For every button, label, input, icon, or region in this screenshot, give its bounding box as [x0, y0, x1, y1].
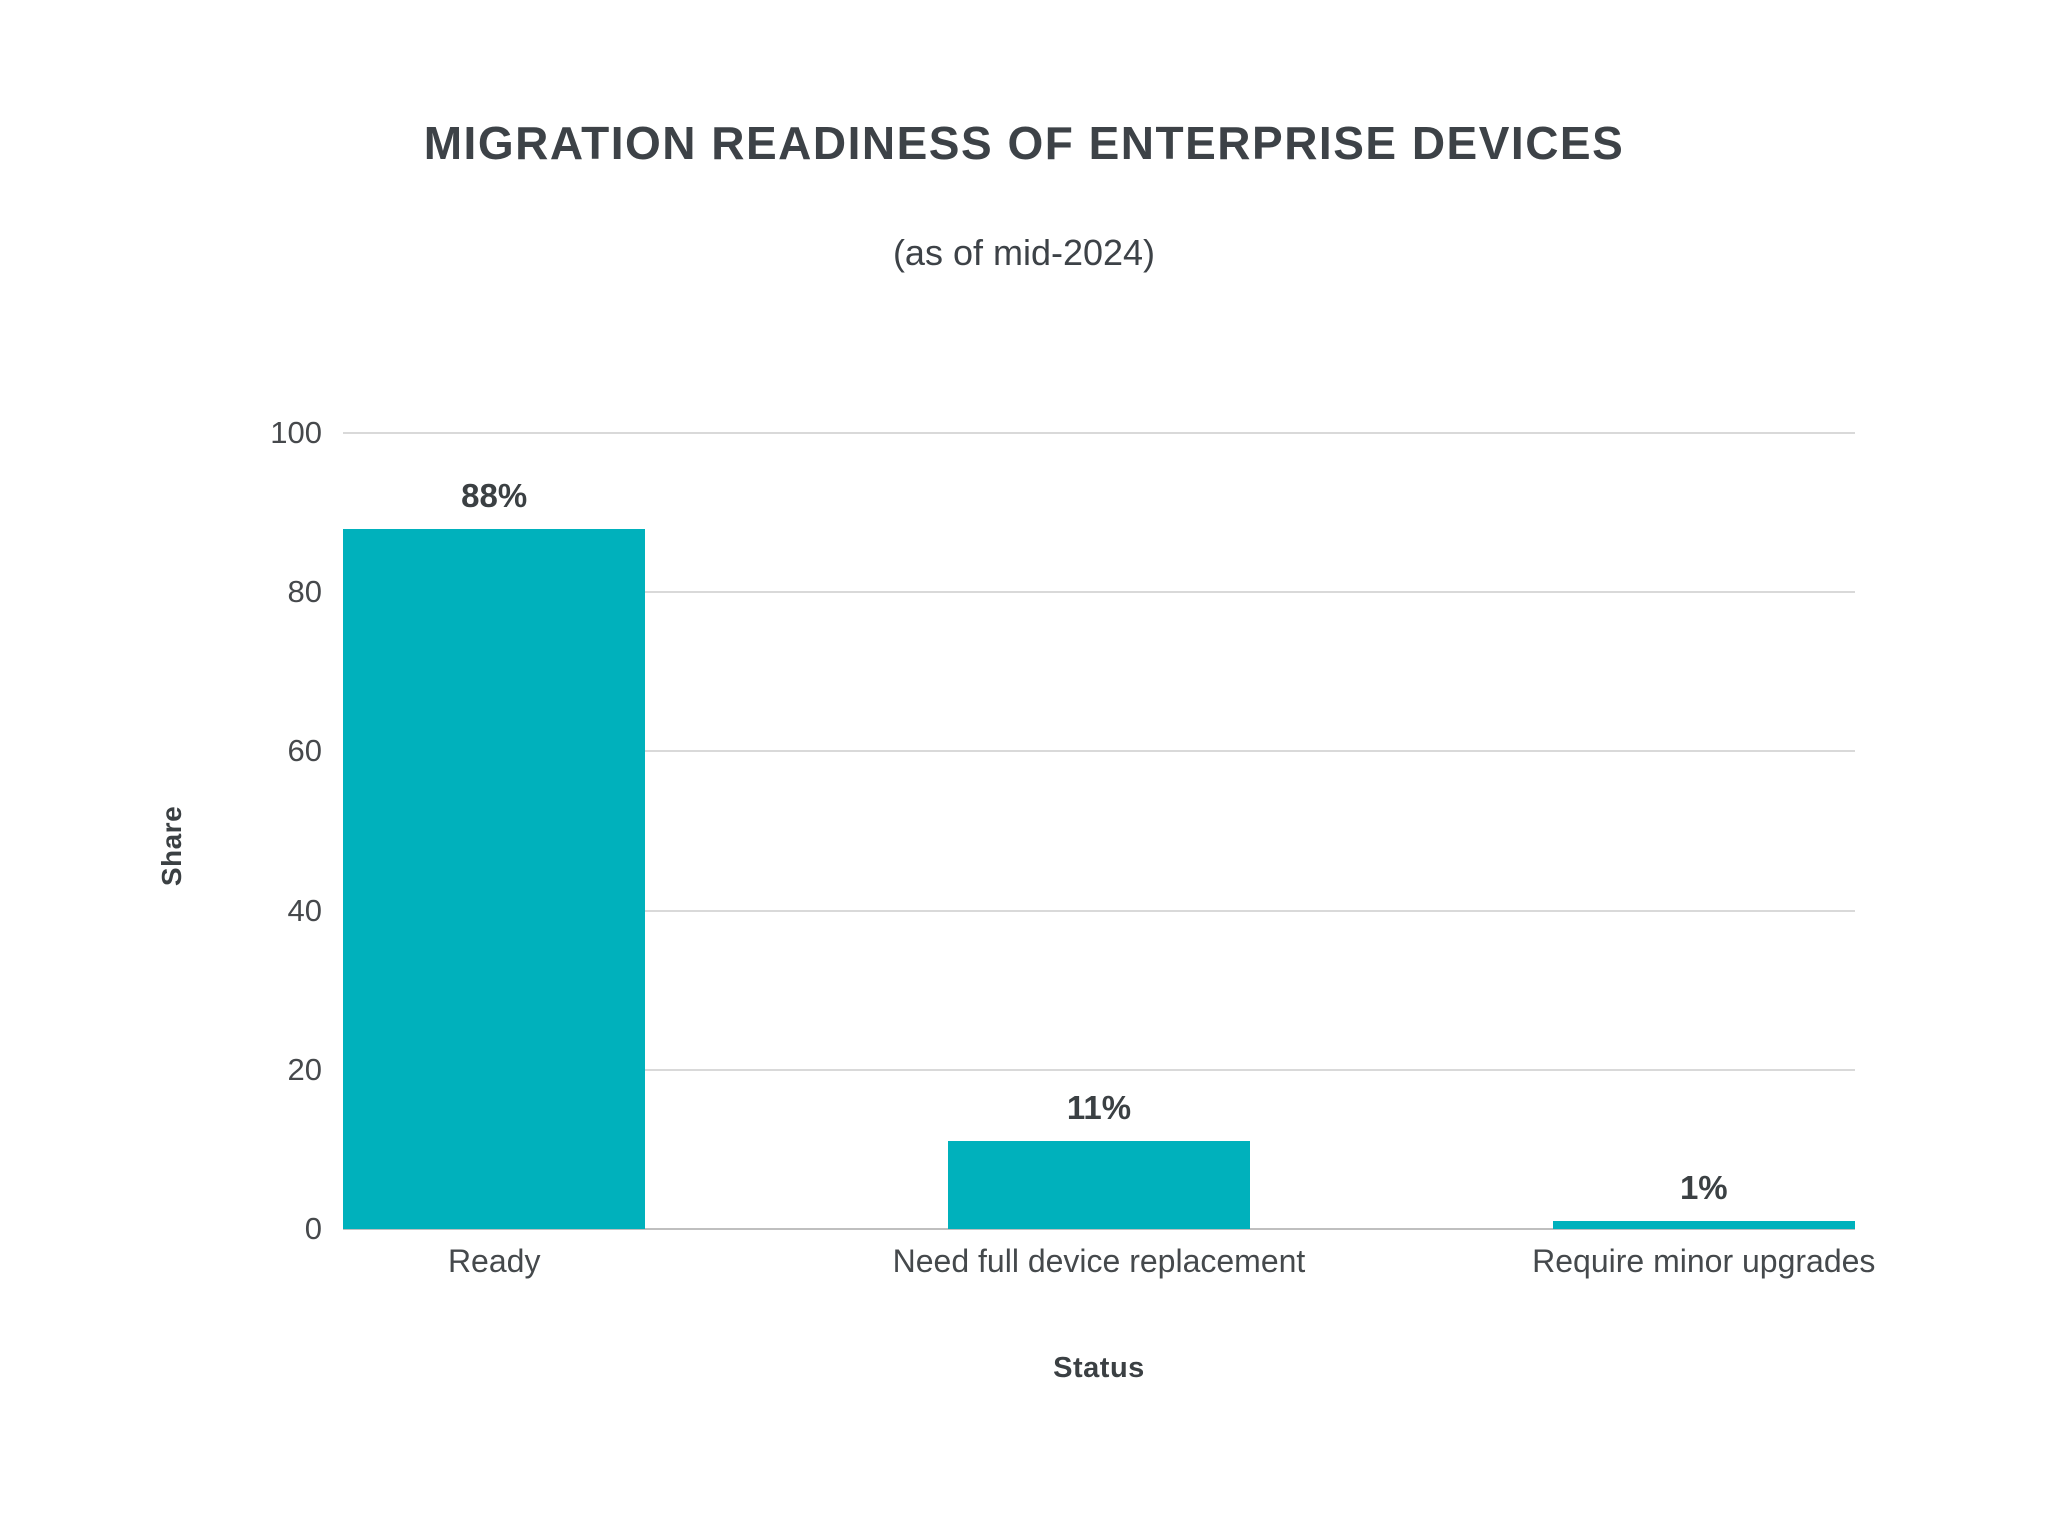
x-axis-baseline: [343, 1228, 1855, 1230]
gridline: [343, 432, 1855, 434]
bar: [947, 1141, 1251, 1229]
bar-series: 88% Ready 11% Need full device replacement 1…: [343, 433, 1875, 1279]
gridline: [343, 909, 1855, 912]
y-tick-label: 80: [287, 574, 322, 610]
y-tick-label: 100: [270, 415, 322, 450]
bar-group: 1% Require minor upgrades: [1532, 433, 1875, 1279]
bar-category-label: Need full device replacement: [892, 1243, 1306, 1279]
chart-title: MIGRATION READINESS OF ENTERPRISE DEVICE…: [423, 117, 1625, 169]
bar-value-label: 88%: [461, 476, 528, 514]
plot-area: 88% Ready 11% Need full device replacement 1…: [343, 432, 1875, 1279]
gridline: [343, 591, 1855, 594]
gridline: [343, 750, 1855, 753]
y-tick-label: 0: [304, 1211, 322, 1246]
bar-value-label: 1%: [1679, 1169, 1728, 1207]
y-tick-label: 40: [287, 892, 322, 928]
bar-category-label: Ready: [447, 1243, 541, 1279]
bar-category-label: Require minor upgrades: [1532, 1243, 1876, 1279]
bar-group: 11% Need full device replacement: [893, 433, 1306, 1279]
y-axis-ticks: 0 20 40 60 80 100: [0, 415, 322, 1246]
bar: [343, 528, 646, 1229]
y-tick-label: 60: [287, 733, 322, 769]
chart-subtitle: (as of mid-2024): [892, 232, 1156, 273]
bar-value-label: 11%: [1066, 1089, 1132, 1127]
y-tick-label: 20: [287, 1051, 322, 1087]
bar-group: 88% Ready: [343, 433, 646, 1279]
x-axis-title: Status: [1053, 1352, 1145, 1384]
bar: [1552, 1221, 1855, 1229]
gridline: [343, 1068, 1855, 1071]
